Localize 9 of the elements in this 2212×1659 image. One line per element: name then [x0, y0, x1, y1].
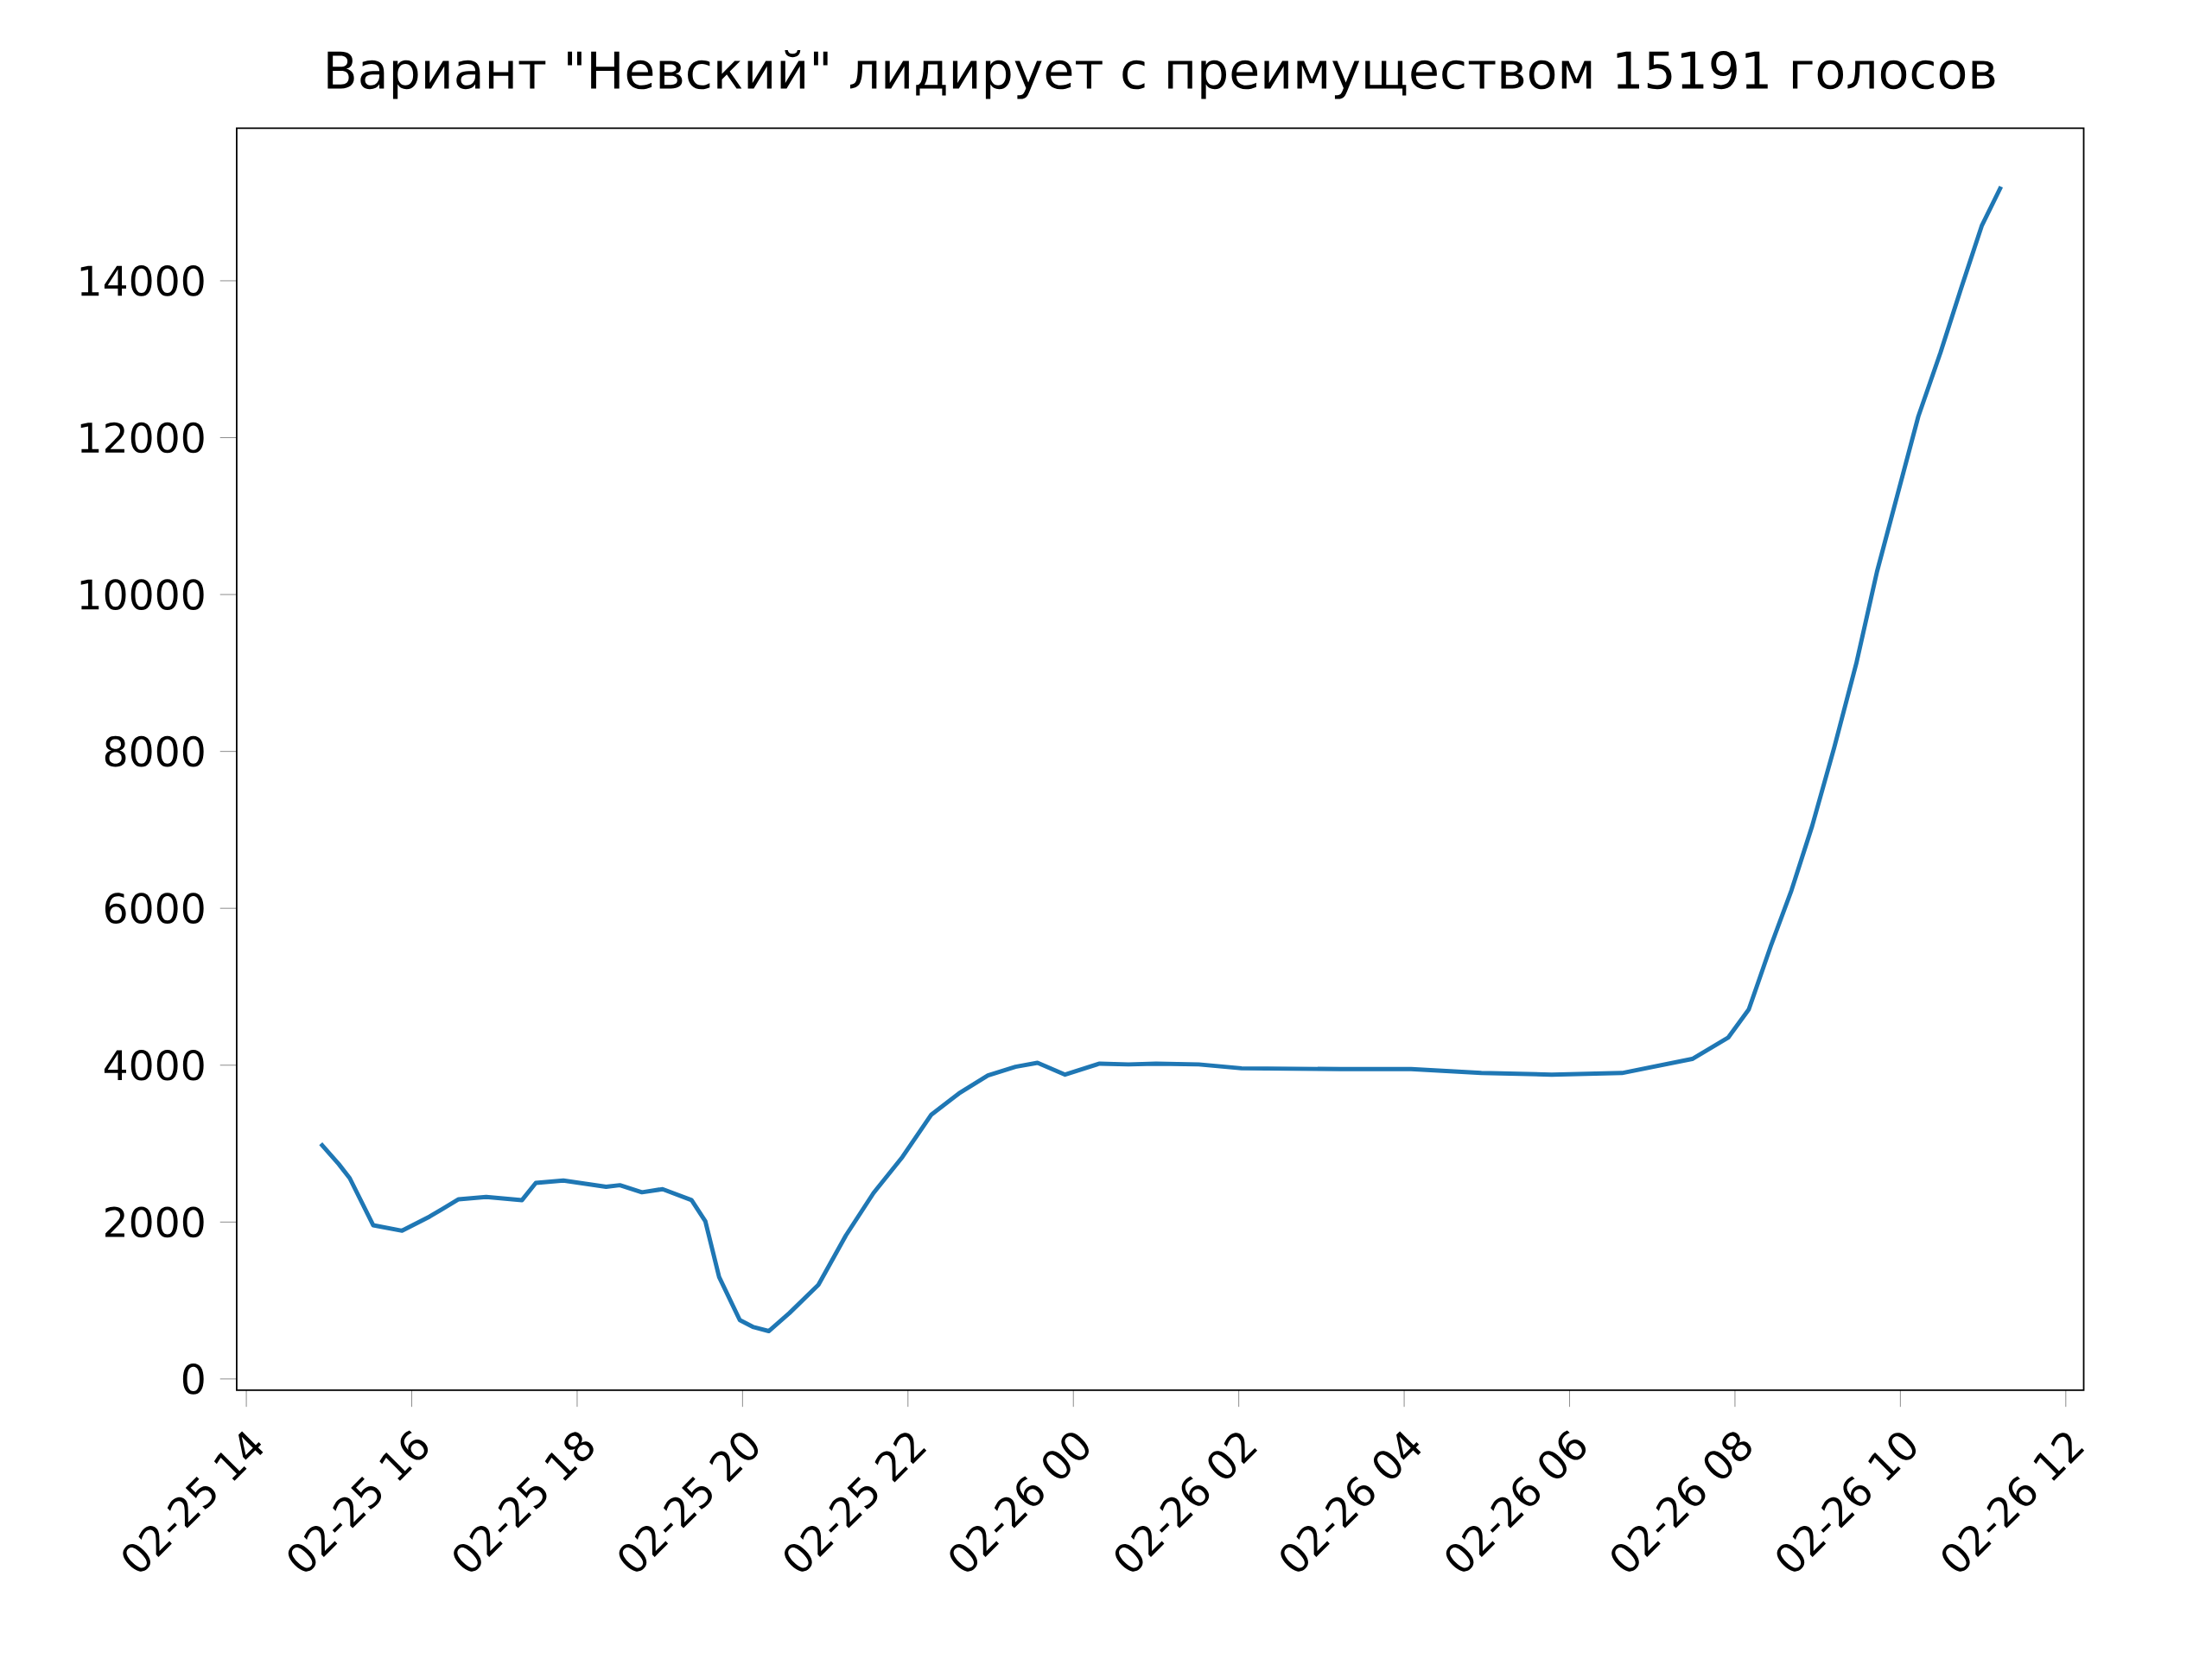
y-tick-label: 2000 — [105, 1206, 204, 1238]
y-tick-label: 12000 — [80, 422, 204, 454]
y-tick-label: 10000 — [80, 579, 204, 610]
y-tick-label: 6000 — [105, 893, 204, 925]
y-tick-label: 4000 — [104, 1049, 204, 1081]
chart-title: Вариант "Невский" лидирует с преимуществом 15191 голосов — [327, 49, 1995, 99]
y-tick-label: 8000 — [105, 735, 204, 767]
y-tick-label: 0 — [182, 1363, 204, 1395]
y-tick-label: 14000 — [80, 265, 204, 296]
